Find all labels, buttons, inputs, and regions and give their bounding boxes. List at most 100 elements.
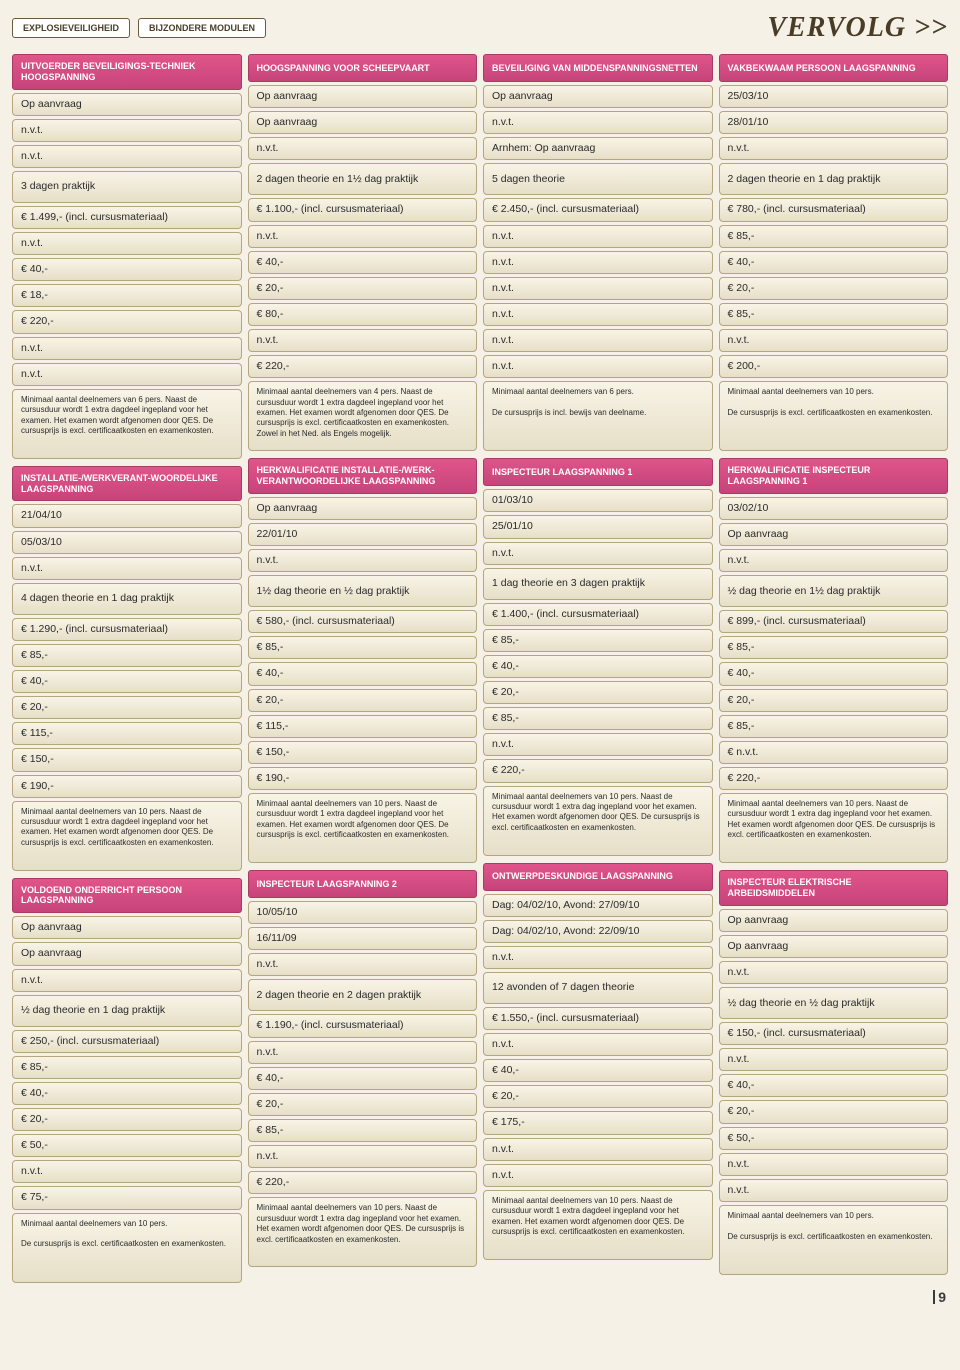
data-cell: n.v.t.	[483, 251, 713, 274]
data-cell: € 1.100,- (incl. cursusmateriaal)	[248, 198, 478, 221]
data-cell: € 40,-	[248, 251, 478, 274]
data-cell: 1½ dag theorie en ½ dag praktijk	[248, 575, 478, 607]
data-cell: n.v.t.	[483, 111, 713, 134]
data-cell: € 1.290,- (incl. cursusmateriaal)	[12, 618, 242, 641]
vervolg-label: VERVOLG >>	[767, 12, 948, 44]
data-cell: € 780,- (incl. cursusmateriaal)	[719, 198, 949, 221]
data-cell: Op aanvraag	[483, 85, 713, 108]
section-header: INSPECTEUR ELEKTRISCHE ARBEIDSMIDDELEN	[719, 870, 949, 906]
data-cell: € 115,-	[248, 715, 478, 738]
section-header: UITVOERDER BEVEILIGINGS-TECHNIEK HOOGSPA…	[12, 54, 242, 90]
data-cell: € 20,-	[12, 1108, 242, 1131]
data-cell: € 150,- (incl. cursusmateriaal)	[719, 1022, 949, 1045]
data-cell: € 175,-	[483, 1111, 713, 1134]
data-cell: € 250,- (incl. cursusmateriaal)	[12, 1030, 242, 1053]
data-cell: n.v.t.	[483, 1033, 713, 1056]
columns-container: UITVOERDER BEVEILIGINGS-TECHNIEK HOOGSPA…	[12, 54, 948, 1283]
column: BEVEILIGING VAN MIDDENSPANNINGSNETTEN Op …	[483, 54, 713, 1283]
data-cell: € 20,-	[483, 1085, 713, 1108]
data-cell: € 40,-	[12, 258, 242, 281]
data-cell: € 2.450,- (incl. cursusmateriaal)	[483, 198, 713, 221]
data-cell: 3 dagen praktijk	[12, 171, 242, 203]
data-cell: € 85,-	[719, 303, 949, 326]
data-cell: n.v.t.	[12, 232, 242, 255]
data-cell: 1 dag theorie en 3 dagen praktijk	[483, 568, 713, 600]
column: VAKBEKWAAM PERSOON LAAGSPANNING25/03/102…	[719, 54, 949, 1283]
data-cell: € 20,-	[719, 277, 949, 300]
data-cell: n.v.t.	[248, 1041, 478, 1064]
data-cell: € 40,-	[248, 1067, 478, 1090]
data-cell: n.v.t.	[483, 329, 713, 352]
top-label-explosie: EXPLOSIEVEILIGHEID	[12, 18, 130, 38]
data-cell: € 220,-	[719, 767, 949, 790]
data-cell: n.v.t.	[483, 303, 713, 326]
data-cell: € 40,-	[12, 1082, 242, 1105]
data-cell: n.v.t.	[248, 329, 478, 352]
data-cell: € 200,-	[719, 355, 949, 378]
data-cell: 12 avonden of 7 dagen theorie	[483, 972, 713, 1004]
section-header: INSPECTEUR LAAGSPANNING 1	[483, 458, 713, 486]
data-cell: € 220,-	[248, 355, 478, 378]
data-cell: n.v.t.	[12, 337, 242, 360]
data-cell: € 20,-	[248, 689, 478, 712]
section-header: BEVEILIGING VAN MIDDENSPANNINGSNETTEN	[483, 54, 713, 82]
section-header: HERKWALIFICATIE INSTALLATIE-/WERK-VERANT…	[248, 458, 478, 494]
data-cell: € 1.400,- (incl. cursusmateriaal)	[483, 603, 713, 626]
section-header: HOOGSPANNING VOOR SCHEEPVAART	[248, 54, 478, 82]
notes-cell: Minimaal aantal deelnemers van 6 pers. D…	[483, 381, 713, 451]
data-cell: € 85,-	[719, 225, 949, 248]
data-cell: n.v.t.	[483, 1138, 713, 1161]
data-cell: Op aanvraag	[248, 111, 478, 134]
data-cell: n.v.t.	[719, 549, 949, 572]
data-cell: n.v.t.	[483, 277, 713, 300]
data-cell: n.v.t.	[719, 1153, 949, 1176]
data-cell: 22/01/10	[248, 523, 478, 546]
notes-cell: Minimaal aantal deelnemers van 4 pers. N…	[248, 381, 478, 451]
data-cell: n.v.t.	[719, 137, 949, 160]
data-cell: € 18,-	[12, 284, 242, 307]
data-cell: Op aanvraag	[12, 942, 242, 965]
notes-cell: Minimaal aantal deelnemers van 10 pers. …	[248, 1197, 478, 1267]
data-cell: € 85,-	[248, 1119, 478, 1142]
data-cell: n.v.t.	[248, 953, 478, 976]
data-cell: € 190,-	[248, 767, 478, 790]
data-cell: € 899,- (incl. cursusmateriaal)	[719, 610, 949, 633]
section-header: VAKBEKWAAM PERSOON LAAGSPANNING	[719, 54, 949, 82]
data-cell: 01/03/10	[483, 489, 713, 512]
data-cell: € 20,-	[719, 689, 949, 712]
data-cell: € 190,-	[12, 775, 242, 798]
data-cell: n.v.t.	[248, 137, 478, 160]
data-cell: € 85,-	[719, 636, 949, 659]
data-cell: Op aanvraag	[12, 93, 242, 116]
data-cell: € 20,-	[12, 696, 242, 719]
section-header: INSTALLATIE-/WERKVERANT-WOORDELIJKE LAAG…	[12, 466, 242, 502]
data-cell: € 85,-	[719, 715, 949, 738]
data-cell: € 1.190,- (incl. cursusmateriaal)	[248, 1014, 478, 1037]
data-cell: 5 dagen theorie	[483, 163, 713, 195]
notes-cell: Minimaal aantal deelnemers van 10 pers. …	[719, 793, 949, 863]
data-cell: € 20,-	[248, 1093, 478, 1116]
data-cell: € 75,-	[12, 1186, 242, 1209]
notes-cell: Minimaal aantal deelnemers van 10 pers. …	[719, 381, 949, 451]
data-cell: Arnhem: Op aanvraag	[483, 137, 713, 160]
data-cell: € 50,-	[719, 1127, 949, 1150]
notes-cell: Minimaal aantal deelnemers van 6 pers. N…	[12, 389, 242, 459]
notes-cell: Minimaal aantal deelnemers van 10 pers. …	[248, 793, 478, 863]
data-cell: € 220,-	[483, 759, 713, 782]
data-cell: n.v.t.	[483, 355, 713, 378]
data-cell: € 85,-	[483, 629, 713, 652]
data-cell: ½ dag theorie en 1½ dag praktijk	[719, 575, 949, 607]
top-row: EXPLOSIEVEILIGHEID BIJZONDERE MODULEN VE…	[12, 12, 948, 44]
data-cell: n.v.t.	[719, 961, 949, 984]
section-header: VOLDOEND ONDERRICHT PERSOON LAAGSPANNING	[12, 878, 242, 914]
data-cell: 03/02/10	[719, 497, 949, 520]
data-cell: n.v.t.	[719, 1048, 949, 1071]
data-cell: Op aanvraag	[719, 523, 949, 546]
data-cell: Dag: 04/02/10, Avond: 22/09/10	[483, 920, 713, 943]
data-cell: € 40,-	[719, 662, 949, 685]
data-cell: € 20,-	[483, 681, 713, 704]
data-cell: n.v.t.	[12, 969, 242, 992]
top-label-modulen: BIJZONDERE MODULEN	[138, 18, 266, 38]
data-cell: n.v.t.	[483, 542, 713, 565]
data-cell: n.v.t.	[12, 1160, 242, 1183]
